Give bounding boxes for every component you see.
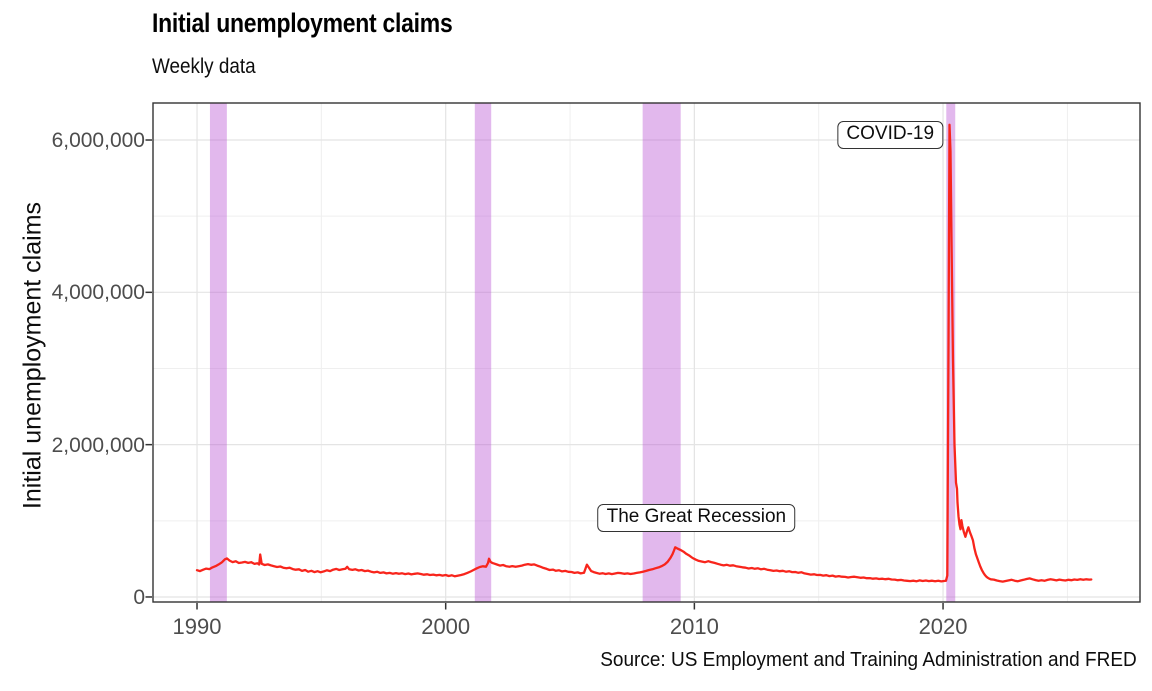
recession-band <box>946 103 956 602</box>
chart-title: Initial unemployment claims <box>152 8 453 38</box>
x-tick-label: 1990 <box>172 614 222 639</box>
y-tick-label: 0 <box>133 585 145 609</box>
recession-band <box>474 103 492 602</box>
annotation-label: COVID-19 <box>837 121 944 150</box>
recession-band <box>209 103 227 602</box>
y-tick-label: 4,000,000 <box>51 281 145 305</box>
x-tick-label: 2010 <box>669 614 719 639</box>
annotation-label: The Great Recession <box>597 503 796 532</box>
panel-border-rect <box>152 102 1141 603</box>
panel-border <box>152 102 1141 603</box>
source-caption: Source: US Employment and Training Admin… <box>600 649 1137 671</box>
y-tick-label: 6,000,000 <box>51 129 145 152</box>
claims-line-series <box>195 123 1093 583</box>
x-tick-label: 2000 <box>421 614 471 639</box>
claims-line <box>195 123 1093 583</box>
x-tick-label: 2020 <box>918 614 968 639</box>
y-axis-title: Initial unemployment claims <box>18 201 47 510</box>
chart-subtitle: Weekly data <box>152 55 256 78</box>
axis-tick-marks <box>145 139 944 610</box>
y-tick-label: 2,000,000 <box>51 433 145 457</box>
